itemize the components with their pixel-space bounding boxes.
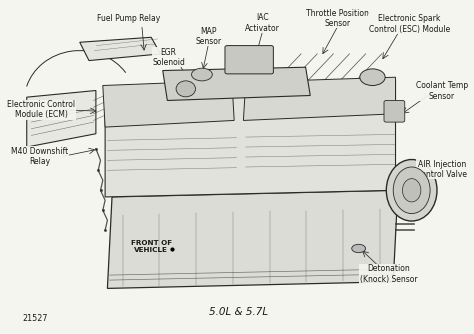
Text: Electronic Spark
Control (ESC) Module: Electronic Spark Control (ESC) Module — [369, 14, 450, 34]
Text: M40 Downshift
Relay: M40 Downshift Relay — [11, 147, 68, 166]
Ellipse shape — [393, 167, 430, 213]
Polygon shape — [27, 91, 96, 147]
Text: FRONT OF
VEHICLE: FRONT OF VEHICLE — [131, 240, 172, 253]
Polygon shape — [80, 37, 160, 60]
Polygon shape — [105, 80, 395, 197]
Text: IAC
Activator: IAC Activator — [246, 13, 280, 33]
Ellipse shape — [360, 69, 385, 86]
Text: 5.0L & 5.7L: 5.0L & 5.7L — [209, 307, 268, 317]
Polygon shape — [244, 77, 395, 121]
Text: Detonation
(Knock) Sensor: Detonation (Knock) Sensor — [360, 265, 418, 284]
Polygon shape — [108, 190, 398, 288]
Text: MAP
Sensor: MAP Sensor — [196, 27, 222, 46]
Text: Fuel Pump Relay: Fuel Pump Relay — [97, 14, 160, 23]
Text: Throttle Position
Sensor: Throttle Position Sensor — [307, 9, 369, 28]
Text: AIR Injection
Control Valve: AIR Injection Control Valve — [416, 160, 467, 179]
FancyBboxPatch shape — [225, 46, 273, 74]
Polygon shape — [103, 80, 234, 127]
Ellipse shape — [191, 68, 212, 81]
Text: Electronic Control
Module (ECM): Electronic Control Module (ECM) — [8, 100, 75, 120]
Polygon shape — [163, 67, 310, 101]
Text: 21527: 21527 — [22, 314, 48, 323]
Ellipse shape — [352, 244, 365, 253]
Text: EGR
Solenoid: EGR Solenoid — [152, 47, 185, 67]
FancyBboxPatch shape — [384, 101, 405, 122]
Ellipse shape — [402, 179, 421, 202]
Ellipse shape — [176, 81, 195, 97]
Text: Coolant Temp
Sensor: Coolant Temp Sensor — [416, 81, 468, 101]
Ellipse shape — [386, 160, 437, 221]
